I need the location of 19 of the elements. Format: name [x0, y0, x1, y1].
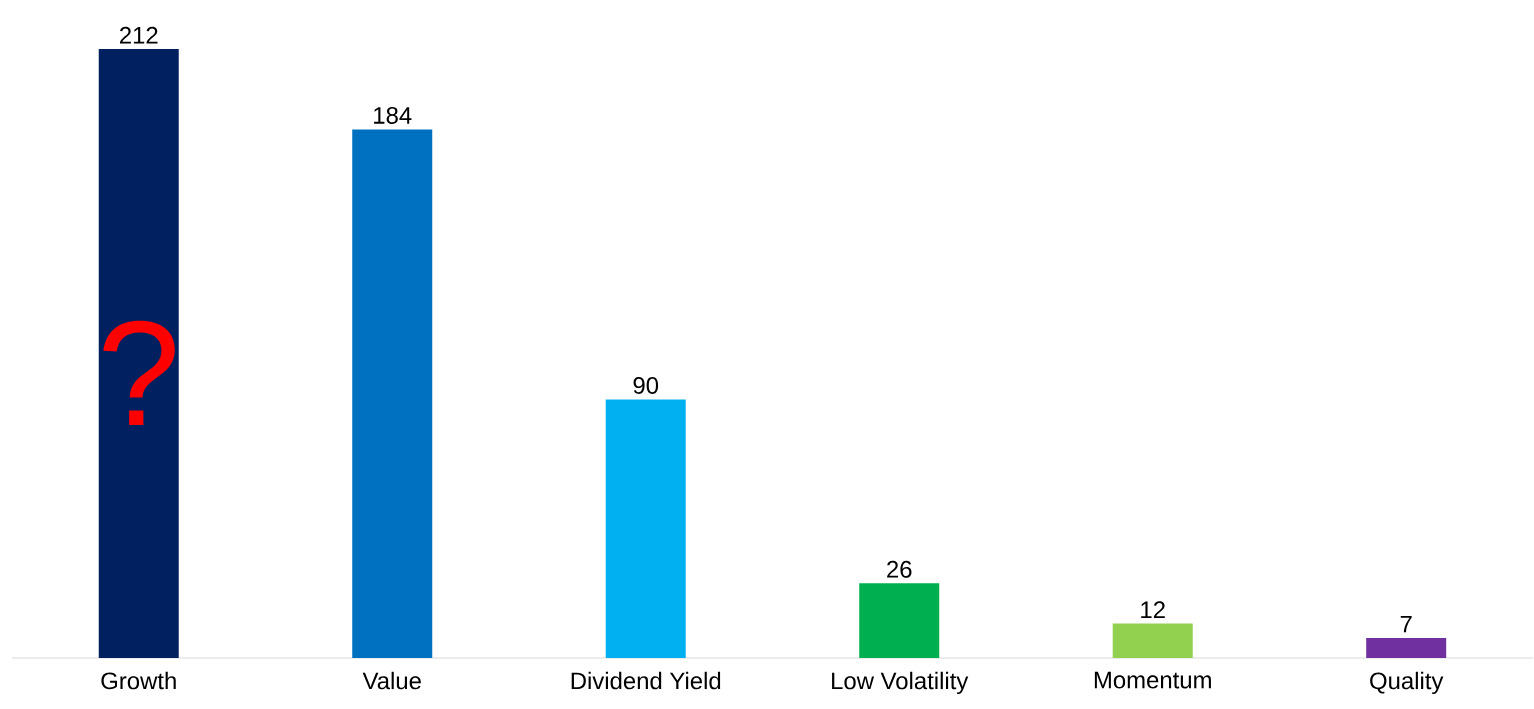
data-label: 184 — [374, 106, 412, 124]
x-tick-label: Growth — [101, 671, 176, 690]
bar — [605, 399, 686, 658]
data-label: 7 — [1400, 615, 1412, 633]
x-tick-label: Value — [362, 671, 421, 690]
bar — [98, 48, 179, 658]
data-label: 12 — [1141, 601, 1165, 619]
x-tick-label: Momentum — [1094, 671, 1211, 689]
bar — [1366, 637, 1447, 658]
x-tick-label: Low Volatility — [832, 671, 969, 695]
x-tick-label: Dividend Yield — [571, 671, 721, 690]
data-label: 90 — [633, 377, 659, 394]
annotation: ? — [103, 320, 175, 426]
bar — [1112, 623, 1193, 658]
x-tick-label: Quality — [1370, 671, 1444, 695]
bar — [352, 129, 433, 658]
data-label: 212 — [120, 26, 158, 44]
bar — [859, 583, 940, 658]
data-label: 26 — [887, 560, 912, 578]
